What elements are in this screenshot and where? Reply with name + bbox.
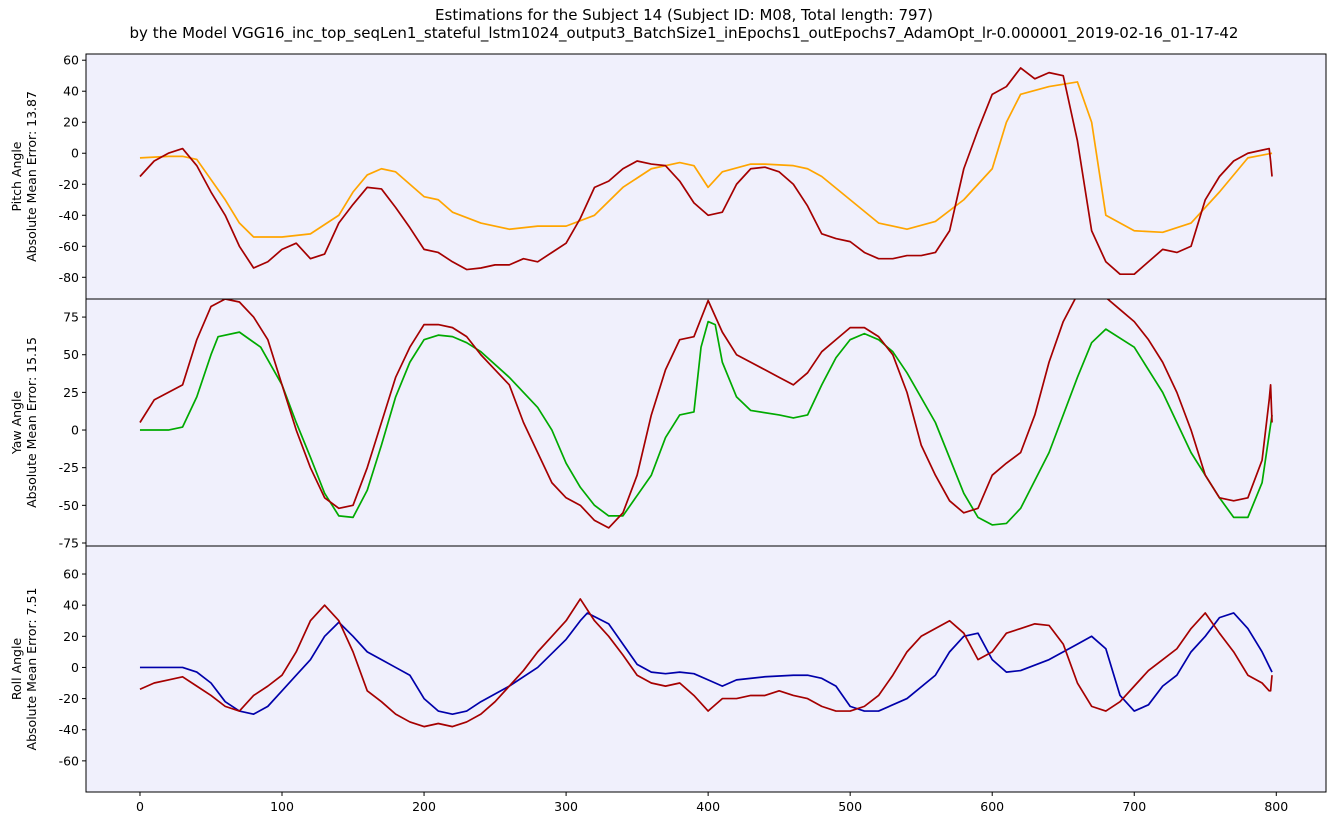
y-axis-label-line1-yaw: Yaw Angle	[9, 391, 24, 456]
y-tick-label-yaw-3: 0	[71, 423, 79, 438]
y-tick-label-pitch-3: 0	[71, 146, 79, 161]
y-tick-label-pitch-0: 60	[63, 53, 79, 68]
plot-area-roll	[86, 546, 1326, 792]
y-tick-label-roll-4: -20	[59, 691, 79, 706]
y-axis-label-line1-pitch: Pitch Angle	[9, 141, 24, 211]
roll-ground-truth-line	[139, 598, 1273, 728]
yaw-ground-truth-line	[139, 299, 1273, 529]
panel-yaw: 75 50 25 0 -25 -50 -75 Yaw AngleAbsolute Mean E…	[9, 298, 1327, 550]
y-axis-label-roll: Roll AngleAbsolute Mean Error: 7.51	[9, 588, 39, 751]
y-tick-label-pitch-5: -40	[59, 208, 79, 223]
y-axis-label-yaw: Yaw AngleAbsolute Mean Error: 15.15	[9, 337, 39, 508]
y-tick-label-yaw-5: -50	[59, 498, 79, 513]
y-tick-label-roll-6: -60	[59, 753, 79, 768]
x-tick-label-6: 600	[980, 799, 1004, 814]
y-tick-label-roll-1: 40	[63, 598, 79, 613]
panel-pitch: 60 40 20 0 -20 -40 -60 -80 Pitch AngleAbsolute M…	[9, 53, 1327, 300]
x-tick-label-8: 800	[1264, 799, 1288, 814]
x-tick-label-7: 700	[1122, 799, 1146, 814]
y-tick-label-roll-2: 20	[63, 629, 79, 644]
plot-area-pitch	[86, 54, 1326, 299]
chart-title-line-1: Estimations for the Subject 14 (Subject …	[435, 6, 933, 24]
y-tick-label-yaw-1: 50	[63, 347, 79, 362]
roll-estimate-line	[139, 612, 1273, 716]
y-tick-label-roll-0: 60	[63, 567, 79, 582]
y-tick-label-pitch-7: -80	[59, 270, 79, 285]
y-tick-label-pitch-1: 40	[63, 84, 79, 99]
x-tick-label-0: 0	[136, 799, 144, 814]
y-axis-label-line1-roll: Roll Angle	[9, 638, 24, 701]
y-tick-label-yaw-6: -75	[59, 535, 79, 550]
chart-title-line-2: by the Model VGG16_inc_top_seqLen1_state…	[130, 24, 1239, 43]
x-tick-label-1: 100	[270, 799, 294, 814]
y-axis-label-line2-roll: Absolute Mean Error: 7.51	[24, 588, 39, 751]
x-tick-label-4: 400	[696, 799, 720, 814]
x-tick-label-2: 200	[412, 799, 436, 814]
y-axis-label-line2-yaw: Absolute Mean Error: 15.15	[24, 337, 39, 508]
y-tick-label-roll-3: 0	[71, 660, 79, 675]
y-tick-label-pitch-4: -20	[59, 177, 79, 192]
plot-area-yaw	[86, 299, 1326, 546]
y-tick-label-yaw-4: -25	[59, 460, 79, 475]
y-axis-label-pitch: Pitch AngleAbsolute Mean Error: 13.87	[9, 91, 39, 262]
x-tick-label-5: 500	[838, 799, 862, 814]
y-tick-label-pitch-2: 20	[63, 115, 79, 130]
axes-frame-roll	[85, 545, 1327, 793]
y-tick-label-yaw-2: 25	[63, 385, 79, 400]
x-tick-label-3: 300	[554, 799, 578, 814]
y-tick-label-roll-5: -40	[59, 722, 79, 737]
pitch-estimate-line	[139, 81, 1273, 238]
y-axis-label-line2-pitch: Absolute Mean Error: 13.87	[24, 91, 39, 262]
y-tick-label-pitch-6: -60	[59, 239, 79, 254]
y-tick-label-yaw-0: 75	[63, 310, 79, 325]
pitch-ground-truth-line	[139, 67, 1273, 276]
